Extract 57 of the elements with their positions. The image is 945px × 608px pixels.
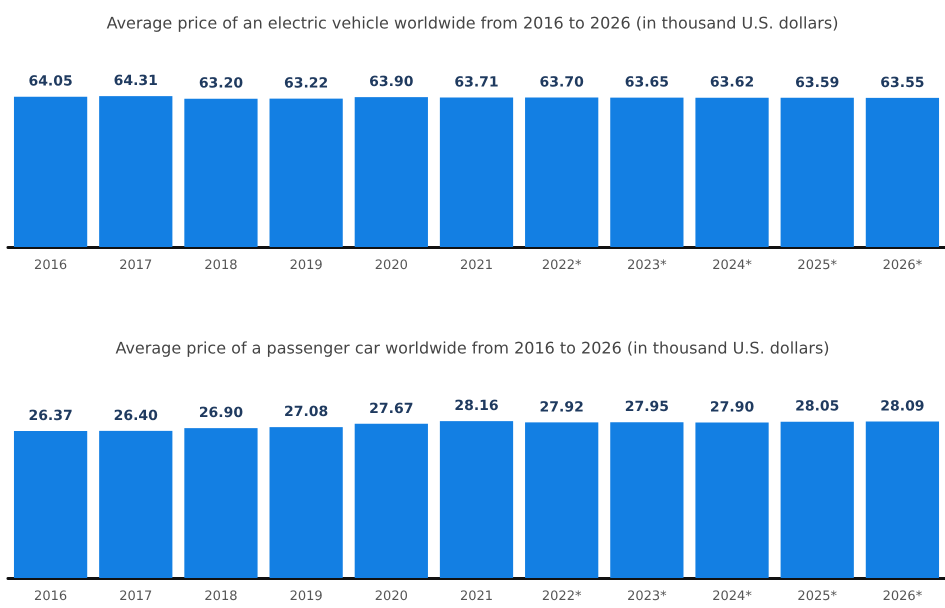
bar — [270, 427, 343, 578]
chart-title: Average price of an electric vehicle worldwide from 2016 to 2026 (in thousand U.S. dollars) — [106, 14, 838, 32]
data-label: 27.08 — [284, 404, 328, 420]
x-tick-label: 2021 — [460, 258, 494, 273]
x-tick-label: 2022* — [542, 589, 582, 604]
data-label: 63.65 — [624, 74, 670, 91]
data-label: 63.90 — [369, 74, 414, 90]
data-label: 26.40 — [114, 408, 158, 424]
data-label: 28.09 — [880, 398, 925, 414]
x-tick-label: 2023* — [627, 258, 668, 273]
data-label: 63.22 — [284, 76, 328, 92]
bar — [866, 421, 940, 578]
bar — [184, 428, 258, 578]
data-label: 63.62 — [710, 74, 754, 91]
x-tick-label: 2020 — [374, 258, 408, 273]
x-tick-label: 2020 — [374, 589, 408, 604]
x-tick-label: 2016 — [34, 258, 68, 273]
x-tick-label: 2025* — [797, 589, 838, 604]
chart-title: Average price of a passenger car worldwide from 2016 to 2026 (in thousand U.S. dollars) — [115, 338, 830, 358]
bar — [780, 422, 854, 578]
bar — [440, 421, 514, 578]
data-label: 63.59 — [795, 74, 840, 91]
bar — [525, 422, 598, 578]
x-tick-label: 2016 — [34, 589, 68, 604]
x-tick-label: 2022* — [542, 258, 582, 273]
data-label: 27.92 — [540, 399, 584, 416]
x-tick-label: 2024* — [712, 258, 752, 273]
x-tick-label: 2018 — [204, 589, 238, 604]
data-label: 64.31 — [114, 73, 158, 90]
bar — [610, 422, 684, 578]
data-label: 63.20 — [198, 76, 244, 92]
x-tick-label: 2018 — [204, 258, 238, 273]
x-tick-label: 2024* — [712, 589, 752, 604]
x-tick-label: 2021 — [460, 589, 494, 604]
data-label: 28.16 — [454, 398, 499, 414]
data-label: 26.37 — [28, 408, 73, 424]
x-tick-label: 2023* — [627, 589, 668, 604]
x-tick-label: 2019 — [290, 258, 323, 273]
data-label: 63.70 — [540, 74, 584, 91]
data-label: 26.90 — [198, 405, 244, 422]
data-label: 27.95 — [624, 399, 670, 416]
bar — [695, 422, 769, 578]
x-tick-label: 2026* — [882, 589, 923, 604]
data-label: 28.05 — [795, 398, 840, 415]
x-tick-label: 2017 — [119, 258, 152, 273]
data-label: 27.67 — [369, 400, 414, 417]
data-label: 63.71 — [454, 74, 499, 91]
data-label: 63.55 — [880, 74, 925, 91]
x-tick-label: 2017 — [119, 589, 152, 604]
bar — [14, 431, 88, 578]
x-tick-label: 2025* — [797, 258, 838, 273]
bar — [354, 424, 428, 578]
x-tick-label: 2026* — [882, 258, 923, 273]
data-label: 64.05 — [28, 74, 73, 90]
data-label: 27.90 — [710, 400, 754, 416]
x-tick-label: 2019 — [290, 589, 323, 604]
bar — [99, 430, 172, 578]
